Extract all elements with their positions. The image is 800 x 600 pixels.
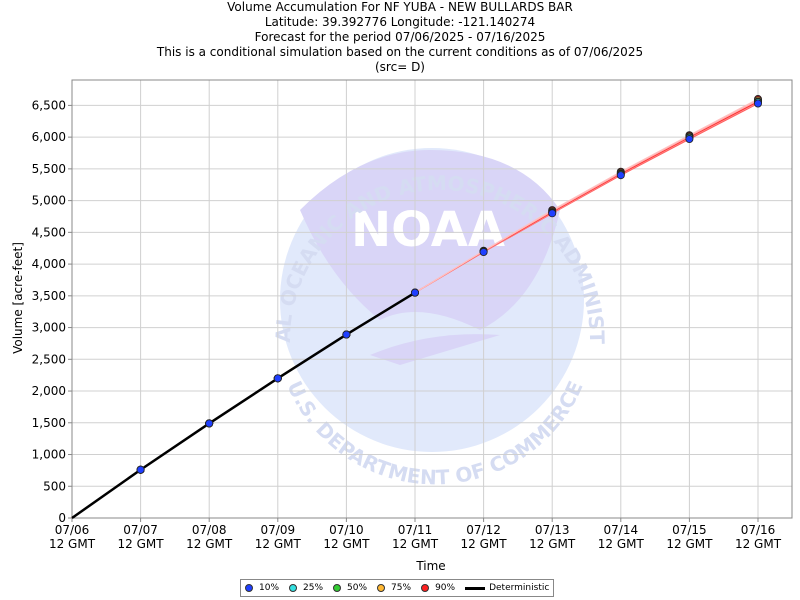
y-tick-label: 1,000 xyxy=(32,448,66,462)
y-tick-label: 6,000 xyxy=(32,130,66,144)
y-tick-label: 4,500 xyxy=(32,225,66,239)
x-tick-label-time: 12 GMT xyxy=(392,537,439,551)
data-point-p10 xyxy=(479,248,488,257)
y-tick-label: 4,000 xyxy=(32,257,66,271)
legend-label: 25% xyxy=(303,583,324,593)
series-points xyxy=(136,95,763,474)
data-point-p10 xyxy=(136,465,145,474)
legend-label: 90% xyxy=(435,583,456,593)
legend-line-swatch xyxy=(465,586,486,590)
legend-label: 10% xyxy=(259,583,280,593)
x-tick-label-date: 07/07 xyxy=(123,523,158,537)
legend-swatch xyxy=(377,584,386,592)
x-tick-label-time: 12 GMT xyxy=(118,537,165,551)
y-tick-label: 5,500 xyxy=(32,162,66,176)
x-tick-label-date: 07/14 xyxy=(604,523,639,537)
watermark-bird-shape xyxy=(300,150,560,330)
y-tick-label: 2,500 xyxy=(32,352,66,366)
chart-titles: Volume Accumulation For NF YUBA - NEW BU… xyxy=(0,0,800,75)
data-point-p10 xyxy=(410,288,419,297)
legend-swatch xyxy=(421,584,430,592)
x-tick-label-time: 12 GMT xyxy=(323,537,370,551)
axes: 0 500 1,000 1,500 2,000 2,500 3,000 3,500 4,000 4… xyxy=(32,79,793,551)
x-tick-label-date: 07/06 xyxy=(55,523,90,537)
x-tick-label-date: 07/12 xyxy=(466,523,501,537)
legend-swatch xyxy=(289,584,298,592)
legend-label: 75% xyxy=(391,583,412,593)
legend-item: Deterministic xyxy=(465,583,549,593)
x-tick-label-time: 12 GMT xyxy=(598,537,645,551)
y-tick-label: 2,000 xyxy=(32,384,66,398)
chart-legend: 10% 25% 50% 75% 90% Deterministic xyxy=(240,579,555,597)
legend-item: 25% xyxy=(289,583,323,593)
legend-label: Deterministic xyxy=(489,583,550,593)
legend-swatch xyxy=(333,584,342,592)
legend-item: 10% xyxy=(245,583,279,593)
legend-swatch xyxy=(245,584,253,592)
x-tick-label-time: 12 GMT xyxy=(529,537,576,551)
y-tick-label: 5,000 xyxy=(32,194,66,208)
x-tick-label-date: 07/15 xyxy=(672,523,707,537)
y-axis-label: Volume [acre-feet] xyxy=(11,242,25,354)
series-line-deterministic xyxy=(71,291,416,520)
watermark-wave xyxy=(370,334,500,365)
noaa-watermark: NOAA NATIONAL OCEANIC AND ATMOSPHERIC AD… xyxy=(0,0,609,490)
x-tick-label-time: 12 GMT xyxy=(186,537,233,551)
data-point-p10 xyxy=(685,135,694,144)
y-tick-label: 3,000 xyxy=(32,321,66,335)
plot-frame xyxy=(71,79,793,519)
y-tick-label: 6,500 xyxy=(32,98,66,112)
x-tick-label-date: 07/09 xyxy=(261,523,296,537)
data-point-p10 xyxy=(342,330,351,339)
x-tick-label-date: 07/13 xyxy=(535,523,570,537)
x-tick-label-time: 12 GMT xyxy=(49,537,96,551)
x-tick-label-time: 12 GMT xyxy=(666,537,713,551)
x-tick-label-date: 07/16 xyxy=(741,523,776,537)
data-point-p10 xyxy=(205,419,214,428)
data-point-p10 xyxy=(754,99,763,108)
y-tick-label: 1,500 xyxy=(32,416,66,430)
legend-item: 90% xyxy=(421,583,455,593)
chart-subtitle-source: (src= D) xyxy=(375,60,425,74)
x-axis-label: Time xyxy=(415,559,445,573)
chart-title: Volume Accumulation For NF YUBA - NEW BU… xyxy=(227,0,573,14)
x-tick-label-date: 07/08 xyxy=(192,523,227,537)
x-tick-label-date: 07/10 xyxy=(329,523,364,537)
watermark-logo-text: NOAA xyxy=(351,202,505,258)
chart-subtitle-period: Forecast for the period 07/06/2025 - 07/… xyxy=(254,30,546,44)
data-point-p10 xyxy=(548,209,557,218)
y-tick-label: 3,500 xyxy=(32,289,66,303)
x-tick-label-time: 12 GMT xyxy=(255,537,302,551)
y-tick-label: 0 xyxy=(58,511,66,525)
x-tick-label-time: 12 GMT xyxy=(461,537,508,551)
x-tick-label-date: 07/11 xyxy=(398,523,433,537)
legend-item: 50% xyxy=(333,583,367,593)
legend-item: 75% xyxy=(377,583,411,593)
data-point-p10 xyxy=(616,171,625,180)
chart-subtitle-location: Latitude: 39.392776 Longitude: -121.1402… xyxy=(264,15,536,29)
x-tick-label-time: 12 GMT xyxy=(735,537,782,551)
legend-label: 50% xyxy=(347,583,368,593)
y-tick-label: 500 xyxy=(43,479,66,493)
chart-subtitle-conditions: This is a conditional simulation based o… xyxy=(156,45,644,59)
data-point-p10 xyxy=(273,374,282,383)
